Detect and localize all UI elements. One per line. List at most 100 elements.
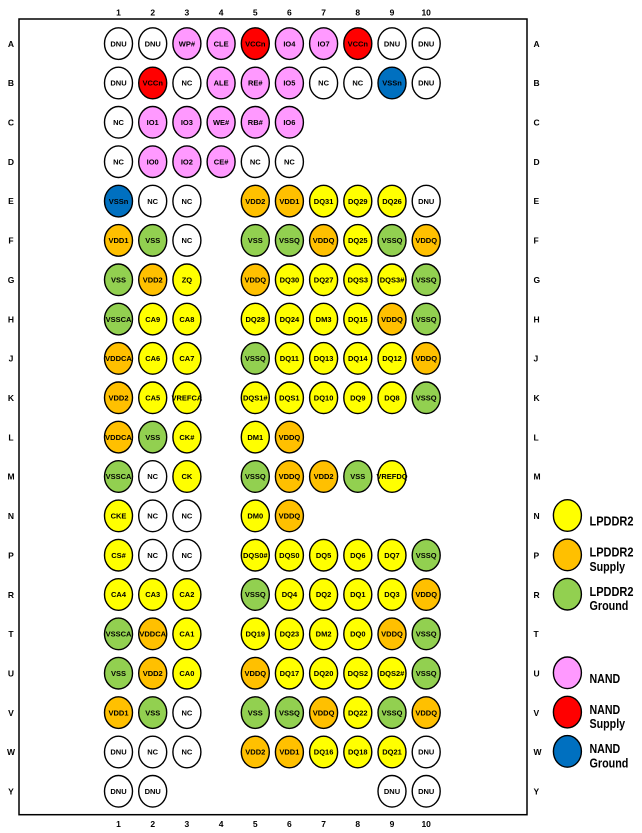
svg-text:VSSQ: VSSQ (416, 394, 437, 403)
svg-text:VDDQ: VDDQ (279, 472, 301, 481)
svg-text:VDDQ: VDDQ (381, 315, 403, 324)
svg-text:DQ26: DQ26 (382, 197, 402, 206)
svg-text:RB#: RB# (248, 118, 264, 127)
svg-text:DQ3: DQ3 (384, 590, 399, 599)
svg-text:ALE: ALE (214, 79, 229, 88)
svg-text:G: G (534, 275, 541, 285)
svg-text:DQS0: DQS0 (279, 551, 299, 560)
svg-text:DQ11: DQ11 (280, 354, 299, 363)
svg-text:IO0: IO0 (147, 157, 159, 166)
svg-text:VSS: VSS (248, 708, 263, 717)
svg-text:DQ24: DQ24 (280, 315, 300, 324)
svg-text:DQ30: DQ30 (280, 275, 300, 284)
svg-text:9: 9 (390, 819, 395, 829)
svg-text:VDDQ: VDDQ (244, 669, 266, 678)
svg-text:DQ16: DQ16 (314, 748, 334, 757)
svg-text:NC: NC (284, 157, 295, 166)
svg-text:DQS1: DQS1 (279, 394, 299, 403)
svg-text:IO6: IO6 (283, 118, 295, 127)
svg-text:U: U (534, 669, 540, 679)
svg-text:DNU: DNU (418, 197, 434, 206)
svg-text:NC: NC (181, 79, 192, 88)
svg-text:R: R (8, 590, 14, 600)
svg-text:DQ15: DQ15 (348, 315, 368, 324)
svg-text:DNU: DNU (145, 39, 161, 48)
svg-text:DQS2: DQS2 (348, 669, 368, 678)
svg-text:DQ4: DQ4 (282, 590, 298, 599)
svg-text:IO3: IO3 (181, 118, 193, 127)
svg-text:NAND: NAND (590, 741, 621, 756)
svg-text:NC: NC (147, 748, 158, 757)
svg-text:IO2: IO2 (181, 157, 193, 166)
svg-text:W: W (534, 747, 543, 757)
svg-text:IO5: IO5 (283, 79, 295, 88)
svg-text:DNU: DNU (110, 39, 126, 48)
svg-text:CA9: CA9 (145, 315, 160, 324)
svg-text:DM0: DM0 (247, 512, 263, 521)
svg-text:3: 3 (185, 7, 190, 17)
svg-text:7: 7 (321, 819, 326, 829)
svg-text:VDDQ: VDDQ (279, 512, 301, 521)
svg-text:VDDQ: VDDQ (279, 433, 301, 442)
svg-text:VDD1: VDD1 (108, 708, 128, 717)
svg-text:J: J (9, 354, 14, 364)
svg-text:VSSQ: VSSQ (416, 630, 437, 639)
svg-text:Y: Y (8, 787, 14, 797)
svg-text:9: 9 (390, 7, 395, 17)
svg-text:VSS: VSS (145, 433, 160, 442)
svg-text:LPDDR2: LPDDR2 (590, 584, 634, 599)
svg-text:1: 1 (116, 819, 121, 829)
svg-text:E: E (8, 196, 14, 206)
svg-text:L: L (8, 432, 13, 442)
svg-text:VDDQ: VDDQ (313, 236, 335, 245)
svg-text:NC: NC (250, 157, 261, 166)
svg-text:IO4: IO4 (283, 39, 296, 48)
svg-text:B: B (8, 78, 14, 88)
svg-text:7: 7 (321, 7, 326, 17)
svg-text:VSSQ: VSSQ (416, 275, 437, 284)
svg-text:NC: NC (181, 748, 192, 757)
svg-text:RE#: RE# (248, 79, 263, 88)
svg-text:DNU: DNU (384, 39, 400, 48)
svg-text:VDDCA: VDDCA (105, 354, 132, 363)
svg-text:VSS: VSS (145, 236, 160, 245)
svg-text:K: K (8, 393, 15, 403)
svg-text:VDD1: VDD1 (279, 748, 299, 757)
svg-text:VDDQ: VDDQ (313, 708, 335, 717)
svg-text:3: 3 (185, 819, 190, 829)
svg-text:CKE: CKE (111, 512, 127, 521)
svg-text:DQ14: DQ14 (348, 354, 368, 363)
svg-text:B: B (534, 78, 540, 88)
svg-text:5: 5 (253, 7, 258, 17)
svg-text:L: L (534, 432, 539, 442)
svg-text:5: 5 (253, 819, 258, 829)
svg-text:DQ25: DQ25 (348, 236, 368, 245)
svg-text:Supply: Supply (590, 559, 626, 574)
svg-text:DM2: DM2 (316, 630, 332, 639)
svg-text:DNU: DNU (418, 748, 434, 757)
svg-text:VSSQ: VSSQ (245, 472, 266, 481)
svg-text:DQS3#: DQS3# (380, 275, 405, 284)
svg-text:VSSQ: VSSQ (279, 236, 300, 245)
svg-text:NC: NC (113, 118, 124, 127)
svg-text:Ground: Ground (590, 755, 629, 770)
svg-text:Supply: Supply (590, 716, 626, 731)
svg-text:D: D (534, 157, 540, 167)
svg-text:VSSCA: VSSCA (106, 315, 132, 324)
svg-text:F: F (8, 236, 13, 246)
svg-text:K: K (534, 393, 541, 403)
svg-text:CA3: CA3 (145, 590, 160, 599)
svg-text:DQS0#: DQS0# (243, 551, 268, 560)
svg-text:DQ22: DQ22 (348, 708, 368, 717)
svg-text:10: 10 (421, 7, 431, 17)
svg-text:DNU: DNU (110, 787, 126, 796)
svg-text:CE#: CE# (214, 157, 229, 166)
svg-text:DQ23: DQ23 (280, 630, 300, 639)
svg-text:NC: NC (147, 512, 158, 521)
svg-text:VSSQ: VSSQ (382, 236, 403, 245)
svg-text:VDDQ: VDDQ (415, 708, 437, 717)
svg-text:VSSn: VSSn (382, 79, 402, 88)
svg-text:G: G (8, 275, 15, 285)
svg-text:CA1: CA1 (179, 630, 194, 639)
svg-text:V: V (8, 708, 14, 718)
